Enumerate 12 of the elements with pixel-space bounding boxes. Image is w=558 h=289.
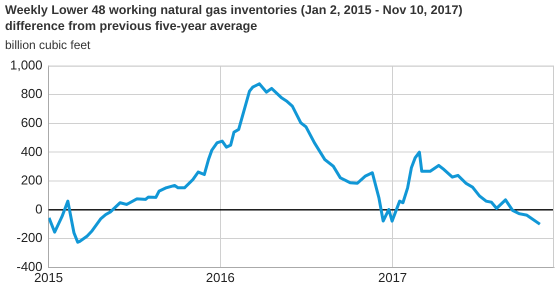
y-tick-label: 0 — [35, 201, 43, 216]
y-axis-title: billion cubic feet — [5, 38, 90, 52]
y-tick-label: -200 — [16, 230, 43, 246]
x-tick-label: 2016 — [206, 270, 235, 285]
y-tick-label: 1,000 — [10, 57, 43, 72]
y-tick-label: 400 — [20, 144, 43, 159]
x-tick-label: 2017 — [378, 270, 408, 285]
chart-title: Weekly Lower 48 working natural gas inventories (Jan 2, 2015 - Nov 10, 2017) — [5, 3, 463, 17]
y-tick-label: 600 — [20, 114, 43, 130]
y-tick-label: 800 — [20, 86, 43, 102]
y-tick-label: 200 — [20, 172, 43, 188]
chart-subtitle: difference from previous five-year average — [5, 19, 258, 33]
